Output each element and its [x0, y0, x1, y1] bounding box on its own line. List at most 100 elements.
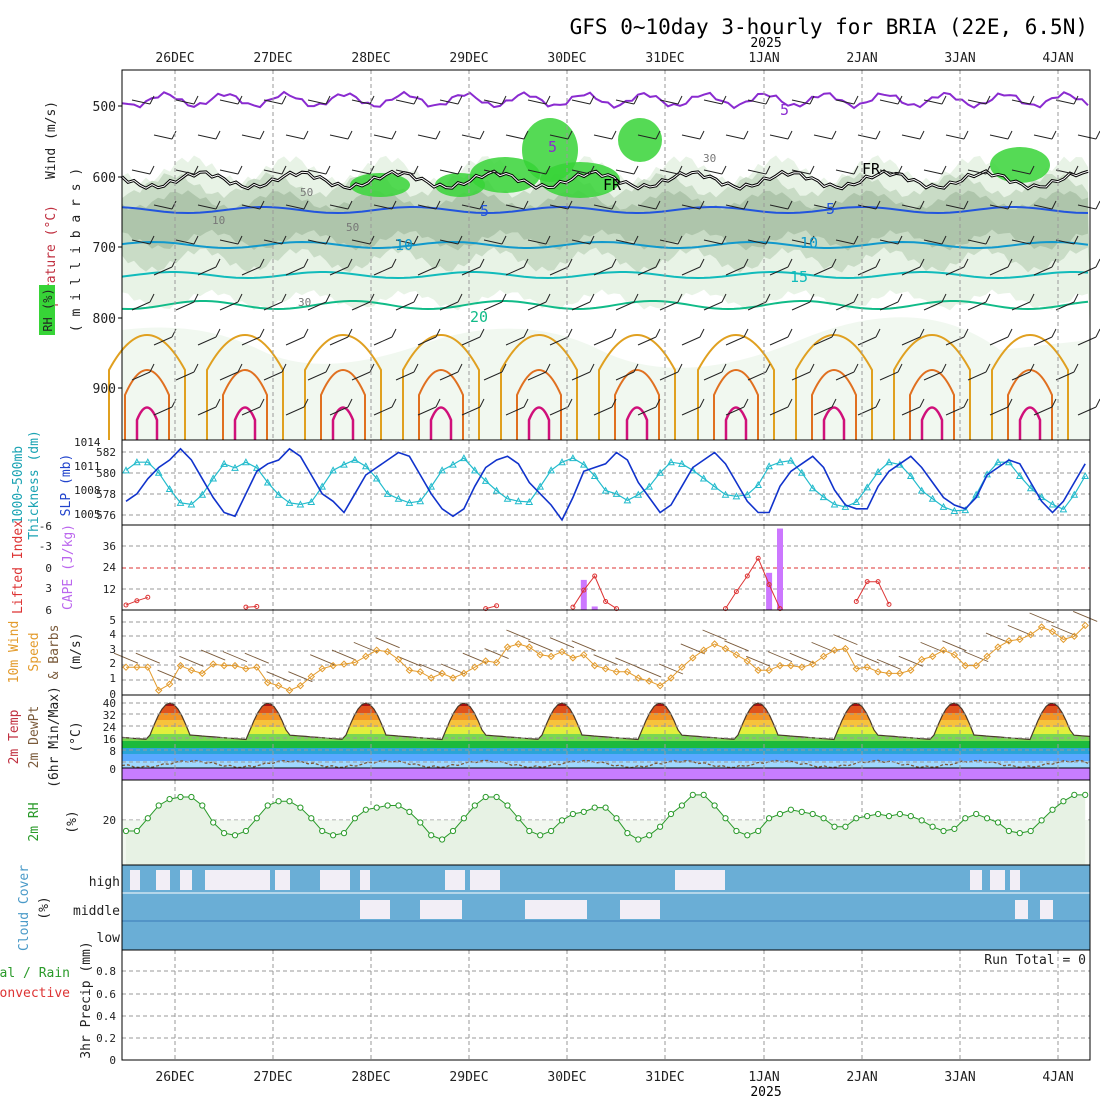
wind10m-point: [198, 669, 207, 678]
wind-barb: [197, 266, 217, 276]
wind-barb: [483, 301, 503, 311]
wind-barb: [923, 371, 943, 381]
wind-barb: [791, 99, 811, 105]
contour-label: 20: [470, 308, 488, 326]
wind-barb-flag: [897, 235, 903, 245]
wind10m-point: [612, 668, 621, 676]
thickness-point: [514, 497, 523, 505]
precip-tick-label: 0.2: [96, 1032, 116, 1045]
wind10m-point: [481, 657, 490, 665]
wind-barb-flag: [501, 165, 507, 175]
wind-barb-flag: [303, 398, 309, 408]
wind10m-point: [492, 658, 501, 667]
rh2m-point: [362, 806, 369, 813]
rh2m-point: [166, 796, 173, 803]
cloud-mid-gap: [420, 900, 462, 919]
wind10m-point: [983, 652, 991, 661]
rh2m-point: [755, 827, 762, 835]
wind10m-barb: [593, 654, 618, 666]
thickness-point: [612, 489, 621, 497]
wind-barb: [703, 239, 723, 245]
wind10m-point: [917, 655, 926, 664]
wind-barb: [615, 99, 635, 105]
wind-barb-flag: [435, 258, 441, 268]
thickness-point: [438, 466, 446, 474]
wind-barb-flag: [919, 398, 925, 408]
wind-barb: [153, 336, 173, 346]
wind-barb: [593, 406, 613, 416]
contour-label: 15: [790, 268, 808, 286]
wind10m-barb: [528, 640, 553, 652]
temp-contour-20: [121, 300, 1089, 311]
wind-barb-flag: [391, 398, 397, 408]
rh2m-point: [199, 802, 206, 809]
wind-barb: [835, 169, 855, 175]
thickness-point: [503, 494, 512, 502]
wind-barb-flag: [853, 235, 859, 245]
wind-barb-flag: [215, 130, 221, 140]
wind10m-point: [133, 663, 141, 671]
rh2m-point: [973, 810, 980, 818]
temp-arch-40: [920, 406, 944, 440]
thickness-point: [340, 460, 348, 468]
wind-barb: [439, 371, 459, 381]
wind10m-point: [122, 663, 130, 671]
contour-label: 5: [548, 138, 557, 156]
wind10m-tick-label: 0: [109, 688, 116, 701]
wind-barb-flag: [699, 398, 705, 408]
wind-barb-flag: [853, 165, 859, 175]
wind-barb: [285, 204, 305, 210]
slp-line: [125, 447, 1086, 522]
thickness-point: [961, 506, 970, 514]
temp-arch-35: [909, 369, 955, 440]
wind-barb: [197, 204, 217, 210]
date-label-top-3jan: 3JAN: [944, 51, 975, 66]
precip-ylabel-3: 3hr Precip (mm): [79, 941, 94, 1058]
wind-barb: [329, 204, 349, 210]
thickness-point: [296, 500, 305, 508]
wind-barb-flag: [589, 165, 595, 175]
wind-barb-flag: [611, 328, 617, 338]
wind-barb-flag: [831, 130, 837, 140]
temp-ylabel-units: (°C): [69, 721, 84, 752]
temp-arch-40: [822, 406, 846, 440]
thickness-point: [285, 498, 294, 506]
rh2m-point: [624, 830, 631, 837]
cloud-high-gap: [275, 870, 290, 890]
wind-barb-flag: [875, 130, 881, 140]
li-line: [725, 557, 781, 609]
wind-barb-flag: [281, 95, 287, 105]
wind-barb: [417, 204, 437, 210]
wind-barb-flag: [853, 95, 859, 105]
wind-barb-flag: [435, 200, 441, 210]
wind-barb-flag: [1007, 130, 1013, 140]
cloud-high-gap: [470, 870, 500, 890]
wind-barb: [219, 239, 239, 245]
wind-barb-flag: [303, 258, 309, 268]
thickness-point: [797, 468, 806, 476]
rh-green-blob: [990, 147, 1050, 183]
thick-ylabel-left2: Thickness (dm): [27, 430, 42, 540]
temp-ylabel-2: 2m DewPt: [27, 706, 42, 769]
wind10m-point: [689, 654, 697, 662]
thickness-point: [133, 458, 141, 466]
wind-barb-flag: [853, 363, 859, 373]
li-point: [766, 582, 772, 587]
thickness-point: [852, 497, 861, 505]
date-label-top-1jan: 1JAN: [748, 51, 779, 66]
rh2m-point: [689, 791, 696, 798]
wind-barb-flag: [1029, 95, 1035, 105]
wind-barb: [373, 204, 393, 210]
wind-ylabel-1: 10m Wind: [7, 621, 22, 684]
upper-ylabel-units: ( m i l l i b a r s ): [69, 168, 84, 332]
thickness-point: [1081, 471, 1090, 479]
wind10m-point: [253, 663, 261, 671]
rh2m-ylabel-units: (%): [65, 810, 80, 833]
dewpt-line: [121, 759, 1089, 769]
wind-barb-flag: [435, 328, 441, 338]
wind10m-barb: [506, 629, 531, 641]
wind-barb-flag: [655, 328, 661, 338]
wind-barb: [153, 134, 173, 140]
li-point: [853, 599, 859, 604]
temp-arch-30: [697, 334, 775, 440]
